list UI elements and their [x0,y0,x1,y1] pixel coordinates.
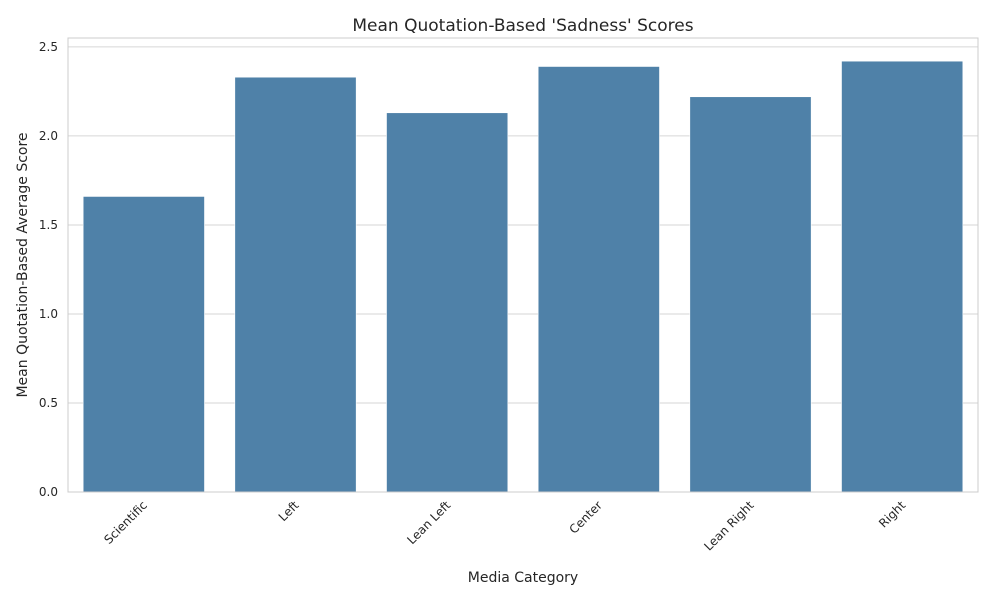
y-tick-label: 0.0 [39,485,58,499]
bar-scientific [82,196,205,493]
x-tick-label: Right [876,498,908,530]
bar-right [841,60,964,493]
bar-lean-left [386,112,509,493]
bar-left [234,76,357,493]
y-tick-labels: 0.0 0.5 1.0 1.5 2.0 2.5 [39,40,58,499]
x-tick-label: Center [566,498,605,537]
x-tick-label: Lean Left [404,498,453,547]
bar-center [537,66,660,493]
chart-title: Mean Quotation-Based 'Sadness' Scores [352,16,693,36]
y-axis-label: Mean Quotation-Based Average Score [15,132,31,397]
y-tick-label: 1.5 [39,218,58,232]
x-tick-label: Left [276,498,302,524]
y-tick-label: 0.5 [39,396,58,410]
y-tick-label: 2.0 [39,129,58,143]
x-tick-label: Lean Right [701,498,757,554]
y-tick-label: 1.0 [39,307,58,321]
x-tick-label: Scientific [101,498,150,547]
x-tick-labels: Scientific Left Lean Left Center Lean Right R… [101,498,908,554]
x-axis-label: Media Category [468,570,578,586]
y-tick-label: 2.5 [39,40,58,54]
plot-frame [67,37,979,493]
bar-lean-right [689,96,812,493]
bars [82,60,964,493]
